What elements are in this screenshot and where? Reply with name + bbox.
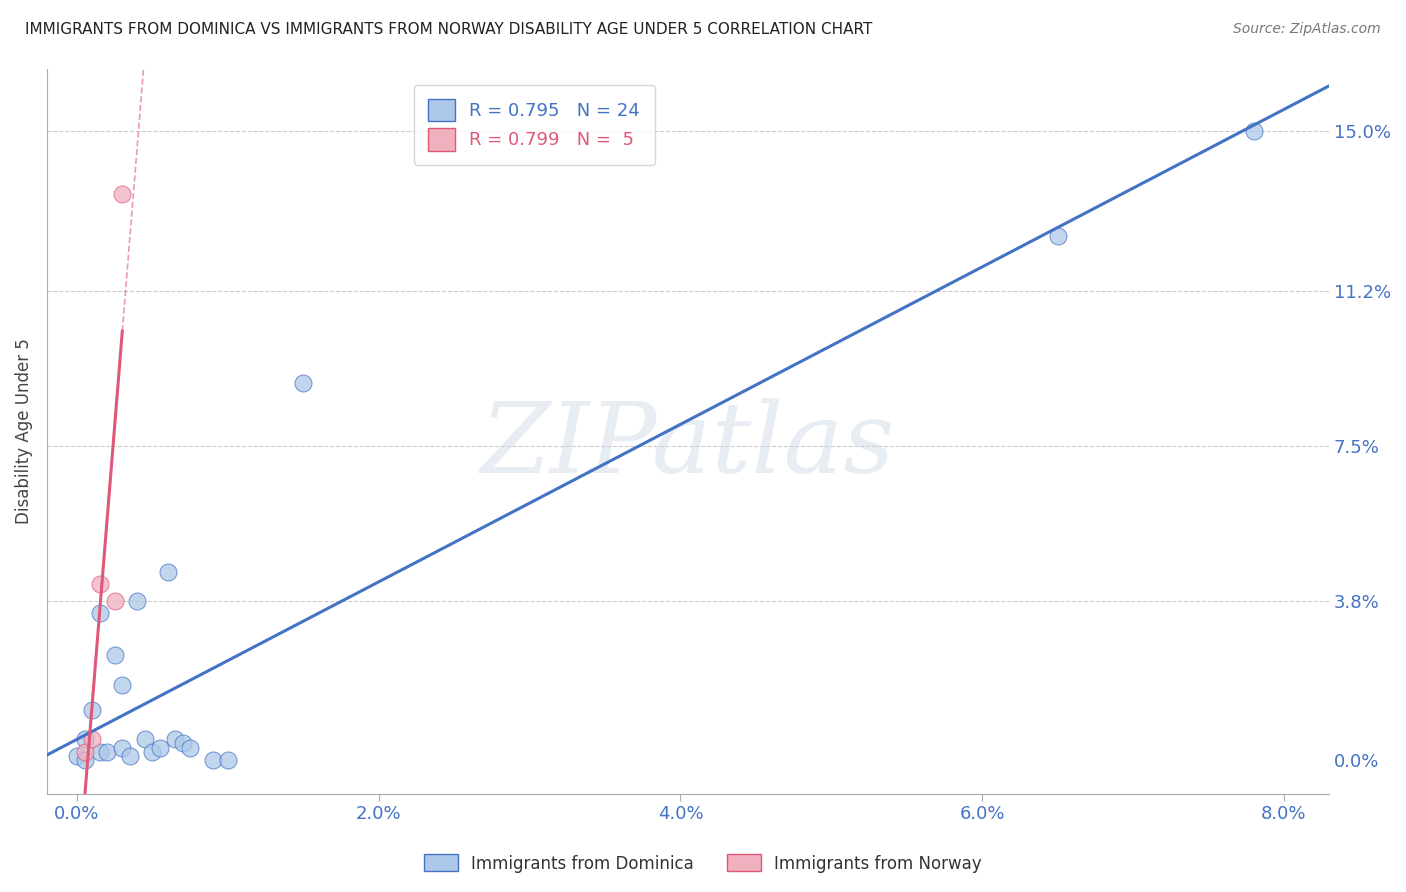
Point [104,594,127,608]
Point [66,748,89,763]
Point [165,732,187,747]
Point [73,732,96,747]
Point [141,745,163,759]
Point [82,703,104,717]
Point [118,748,141,763]
Point [172,736,194,750]
Point [96,745,118,759]
Point [217,753,239,767]
Point [73,745,96,759]
Legend: R = 0.795   N = 24, R = 0.799   N =  5: R = 0.795 N = 24, R = 0.799 N = 5 [413,85,655,165]
Point [149,740,172,755]
Point [104,648,127,663]
Point [89,745,111,759]
Point [292,376,315,390]
Y-axis label: Disability Age Under 5: Disability Age Under 5 [15,338,32,524]
Point [111,678,134,692]
Point [127,594,149,608]
Point [73,753,96,767]
Point [111,740,134,755]
Legend: Immigrants from Dominica, Immigrants from Norway: Immigrants from Dominica, Immigrants fro… [418,847,988,880]
Point [134,732,156,747]
Point [156,565,179,579]
Point [179,740,201,755]
Point [201,753,224,767]
Point [89,577,111,591]
Point [82,732,104,747]
Text: IMMIGRANTS FROM DOMINICA VS IMMIGRANTS FROM NORWAY DISABILITY AGE UNDER 5 CORREL: IMMIGRANTS FROM DOMINICA VS IMMIGRANTS F… [25,22,873,37]
Point [1243,124,1265,138]
Text: ZIPatlas: ZIPatlas [481,398,896,493]
Text: Source: ZipAtlas.com: Source: ZipAtlas.com [1233,22,1381,37]
Point [111,187,134,202]
Point [89,607,111,621]
Point [1046,229,1069,244]
